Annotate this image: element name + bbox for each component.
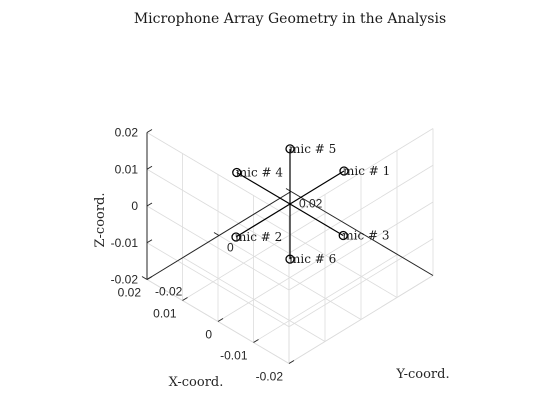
grid-layer <box>146 128 434 364</box>
y-tick-mark <box>213 232 220 236</box>
floor-grid-line-y <box>182 257 326 342</box>
array-arm <box>289 170 345 205</box>
array-arm <box>289 203 344 237</box>
y-tick-label: 0 <box>227 241 234 255</box>
z-tick-mark <box>146 165 153 170</box>
mic-label: mic # 6 <box>289 252 336 266</box>
z-tick-label: 0 <box>131 199 138 213</box>
mic-marker <box>338 230 348 241</box>
z-tick-label: -0.01 <box>111 236 139 250</box>
x-tick-mark <box>288 360 295 364</box>
z-tick-mark <box>146 202 153 207</box>
x-tick-label: 0.01 <box>153 307 177 321</box>
x-tick-label: 0.02 <box>118 286 142 300</box>
z-axis-label: Z-coord. <box>93 192 108 247</box>
wall-grid-line-z <box>288 201 434 291</box>
wall-grid-line-z <box>288 128 434 217</box>
wall-grid-line-z <box>146 242 290 328</box>
floor-grid-line-y <box>254 213 398 298</box>
y-tick-label: -0.02 <box>155 285 183 299</box>
x-tick-mark <box>253 339 259 343</box>
x-tick-mark <box>217 318 224 322</box>
z-tick-label: 0.02 <box>115 126 139 140</box>
array-arm <box>236 171 291 205</box>
z-tick-label: -0.02 <box>111 273 139 287</box>
mic-marker <box>285 254 295 264</box>
mic-marker <box>285 144 295 154</box>
mic-marker <box>339 166 349 176</box>
z-tick-mark <box>146 239 153 244</box>
z-tick-mark <box>146 276 153 280</box>
mic-marker <box>232 167 242 178</box>
mic-label: mic # 1 <box>343 164 390 178</box>
x-axis-label: X-coord. <box>169 375 224 390</box>
wall-grid-line-z <box>288 164 434 254</box>
y-tick-label: 0.02 <box>299 197 323 211</box>
z-tick-mark <box>146 129 153 133</box>
y-axis-label: Y-coord. <box>395 367 449 382</box>
floor-grid-line-y <box>218 235 362 320</box>
mic-label: mic # 2 <box>235 230 282 244</box>
x-tick-label: -0.01 <box>220 349 248 363</box>
x-tick-mark <box>182 297 188 301</box>
chart-title: Microphone Array Geometry in the Analysi… <box>134 11 446 27</box>
mic-marker <box>231 232 241 242</box>
z-tick-label: 0.01 <box>115 162 139 176</box>
mic-label: mic # 4 <box>236 166 284 180</box>
x-tick-label: 0 <box>205 328 212 342</box>
wall-grid-line-z <box>288 275 434 364</box>
array-arm <box>235 203 291 238</box>
data-layer: mic # 1 mic # 2 mic # 3 mic # 4 mic # 5 mic #… <box>231 142 390 266</box>
mic-label: mic # 5 <box>289 142 336 156</box>
x-tick-label: -0.02 <box>256 370 284 384</box>
wall-grid-line-z <box>146 132 290 217</box>
wall-grid-line-z <box>288 238 434 328</box>
wall-grid-line-z <box>146 205 290 291</box>
y-axis-line <box>290 191 434 276</box>
y-tick-mark <box>141 276 148 280</box>
wall-grid-line-z <box>146 168 290 254</box>
mic-label: mic # 3 <box>342 229 389 243</box>
